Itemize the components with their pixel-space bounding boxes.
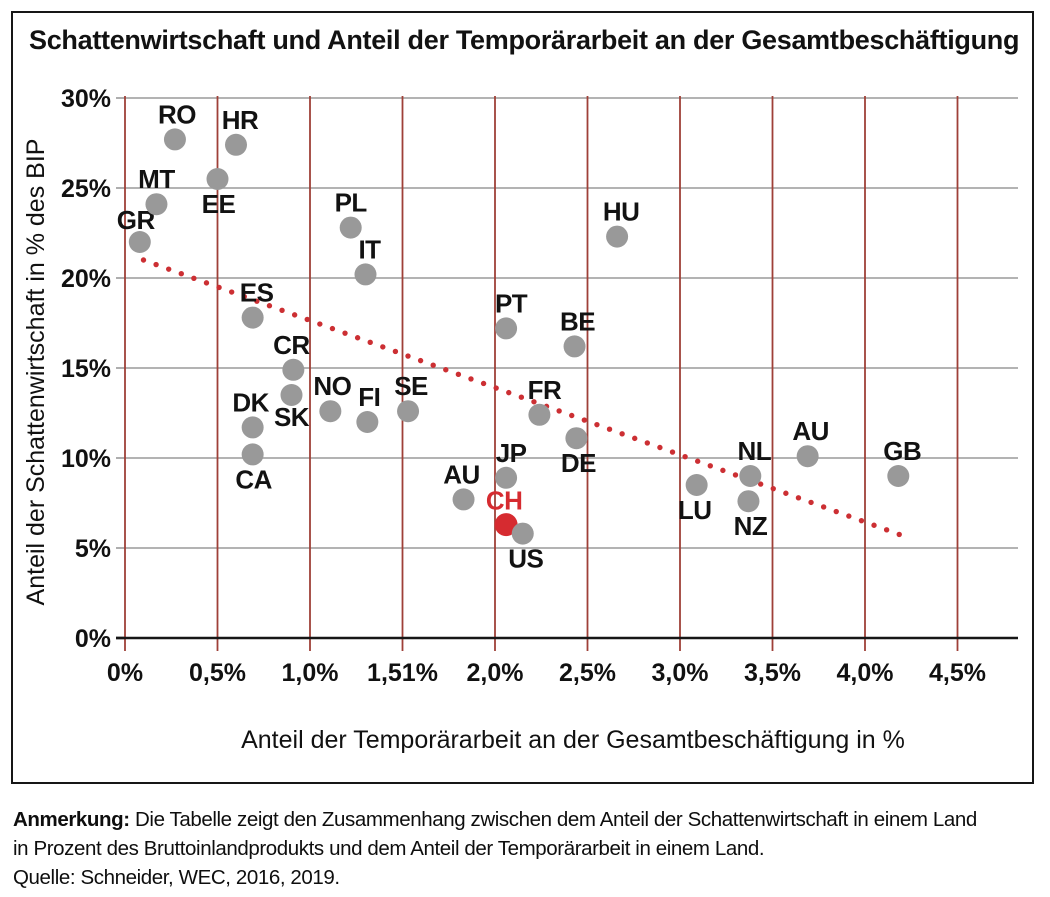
- data-point-FI: [356, 411, 379, 433]
- data-point-DK: [241, 416, 264, 439]
- footnote: Anmerkung: Die Tabelle zeigt den Zusamme…: [13, 805, 1023, 892]
- x-tick-label: 4,0%: [837, 659, 894, 687]
- data-point-PT: [495, 317, 518, 340]
- data-point-US: [511, 522, 534, 545]
- data-point-label-FR: FR: [528, 375, 562, 405]
- data-point-label-NL: NL: [737, 436, 771, 466]
- data-point-label-CH: CH: [486, 486, 523, 516]
- data-point-NL: [739, 465, 762, 487]
- data-point-RO: [163, 128, 186, 151]
- data-point-SE: [397, 400, 420, 423]
- data-point-label-CA: CA: [235, 464, 272, 494]
- data-point-label-MT: MT: [138, 164, 175, 194]
- data-point-label-US: US: [508, 544, 543, 574]
- x-tick-label: 2,5%: [559, 659, 616, 687]
- data-point-label-CR: CR: [273, 330, 310, 360]
- x-tick-label: 3,0%: [652, 659, 709, 687]
- data-point-label-SK: SK: [274, 402, 310, 432]
- data-point-CR: [282, 358, 305, 381]
- x-tick-label: 0%: [107, 659, 143, 687]
- footnote-label: Anmerkung:: [13, 808, 130, 831]
- x-tick-label: 1,0%: [282, 659, 339, 687]
- footnote-line-1: Anmerkung: Die Tabelle zeigt den Zusamme…: [13, 805, 1023, 834]
- footnote-text-1: Die Tabelle zeigt den Zusammenhang zwisc…: [129, 808, 977, 831]
- data-point-label-DE: DE: [561, 448, 596, 478]
- data-point-FR: [528, 403, 551, 426]
- x-tick-label: 1,51%: [367, 659, 438, 687]
- data-point-label-HU: HU: [603, 197, 640, 227]
- y-axis-title: Anteil der Schattenwirtschaft in % des B…: [22, 139, 50, 606]
- data-point-MT: [145, 193, 168, 216]
- data-point-label-DK: DK: [232, 387, 269, 417]
- y-tick-label: 20%: [61, 265, 111, 293]
- data-point-HU: [606, 225, 629, 248]
- data-point-label-AU: AU: [792, 416, 829, 446]
- data-point-label-NZ: NZ: [734, 511, 768, 541]
- footnote-line-2: in Prozent des Bruttoinlandprodukts und …: [13, 837, 765, 860]
- x-tick-label: 2,0%: [467, 659, 524, 687]
- data-point-DE: [565, 427, 588, 450]
- data-point-label-PL: PL: [335, 188, 368, 218]
- data-point-label-RO: RO: [158, 99, 196, 129]
- data-point-label-IT: IT: [358, 234, 381, 264]
- data-point-CH: [494, 513, 518, 537]
- data-point-GB: [887, 465, 910, 487]
- data-point-label-NO: NO: [313, 371, 351, 401]
- data-point-label-AU: AU: [443, 459, 480, 489]
- data-point-label-SE: SE: [394, 371, 428, 401]
- trend-line: [140, 257, 913, 541]
- data-point-GR: [128, 231, 151, 253]
- x-tick-label: 4,5%: [929, 659, 986, 687]
- data-point-CA: [241, 443, 264, 466]
- data-point-NO: [319, 400, 342, 423]
- y-tick-label: 10%: [61, 445, 111, 473]
- y-tick-label: 15%: [61, 355, 111, 383]
- data-point-label-GB: GB: [883, 436, 921, 466]
- data-point-NZ: [737, 490, 760, 513]
- data-point-label-BE: BE: [560, 306, 595, 336]
- data-point-ES: [241, 306, 264, 329]
- x-tick-label: 3,5%: [744, 659, 801, 687]
- y-tick-label: 30%: [61, 85, 111, 113]
- data-point-label-HR: HR: [222, 105, 259, 135]
- data-point-IT: [354, 263, 377, 286]
- data-point-label-JP: JP: [496, 438, 527, 468]
- x-tick-label: 0,5%: [189, 659, 246, 687]
- x-axis-title: Anteil der Temporärarbeit an der Gesamtb…: [241, 726, 905, 754]
- source-line: Quelle: Schneider, WEC, 2016, 2019.: [13, 866, 340, 889]
- chart-title: Schattenwirtschaft und Anteil der Tempor…: [29, 25, 1020, 55]
- data-point-label-LU: LU: [678, 495, 712, 525]
- data-point-label-ES: ES: [240, 278, 274, 308]
- data-point-HR: [225, 133, 247, 156]
- data-point-LU: [685, 474, 708, 496]
- data-point-BE: [563, 335, 586, 358]
- data-point-JP: [495, 466, 518, 489]
- data-point-EE: [206, 168, 229, 190]
- data-point-label-EE: EE: [202, 189, 236, 219]
- y-tick-label: 0%: [75, 625, 111, 653]
- data-point-PL: [339, 216, 362, 239]
- y-tick-label: 25%: [61, 175, 111, 203]
- y-tick-label: 5%: [75, 535, 111, 563]
- data-point-AU: [452, 488, 475, 511]
- scatter-plot: 0% 5% 10% 15% 20% 25% 30% 0% 0,5% 1,0% 1,51% 2,0% 2,…: [22, 85, 1018, 754]
- data-point-AU: [796, 445, 819, 468]
- data-point-SK: [280, 384, 303, 406]
- data-point-label-FI: FI: [358, 382, 380, 412]
- data-point-label-PT: PT: [495, 288, 528, 318]
